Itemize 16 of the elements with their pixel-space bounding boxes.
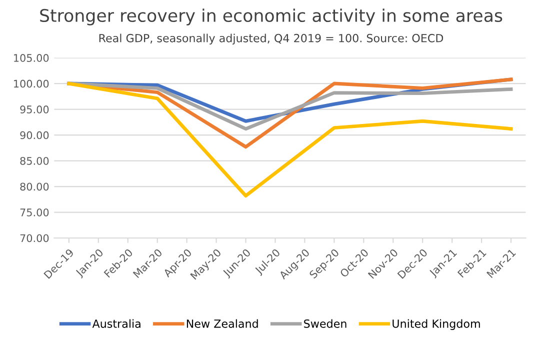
legend-label: Sweden <box>304 319 346 328</box>
y-tick-label: 80.00 <box>20 182 49 191</box>
y-tick-label: 75.00 <box>20 208 49 216</box>
line-series <box>67 82 513 131</box>
y-tick-label: 85.00 <box>20 157 49 165</box>
chart-title: Stronger recovery in economic activity in some areas <box>40 8 502 26</box>
y-tick-label: 90.00 <box>20 131 49 140</box>
y-tick-label: 70.00 <box>20 234 49 242</box>
legend-label: United Kingdom <box>392 319 480 330</box>
y-tick-label: 105.00 <box>14 54 49 62</box>
line-series <box>67 82 513 198</box>
legend-label: New Zealand <box>186 319 258 328</box>
chart-subtitle: Real GDP, seasonally adjusted, Q4 2019 = 100. Source: OECD <box>99 34 444 44</box>
y-tick-label: 95.00 <box>20 106 49 114</box>
y-tick-label: 100.00 <box>14 80 49 88</box>
legend-label: Australia <box>92 319 140 328</box>
